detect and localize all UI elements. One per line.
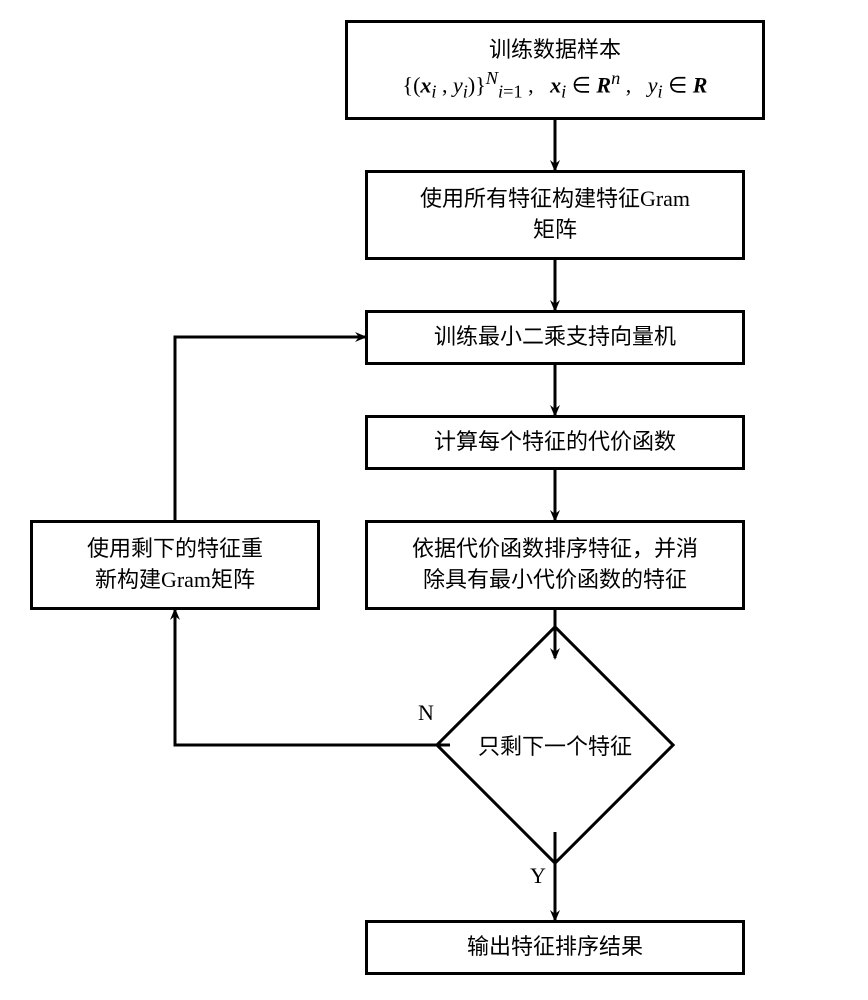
node-rebuild-gram: 使用剩下的特征重 新构建Gram矩阵 [30, 520, 320, 610]
node-text: 输出特征排序结果 [467, 932, 643, 963]
node-text: 使用所有特征构建特征Gram [420, 184, 690, 215]
node-training-data: 训练数据样本 {(xi , yi)}Ni=1 , xi ∈ Rn , yi ∈ … [345, 20, 765, 120]
edge-no [175, 610, 450, 745]
node-text: 新构建Gram矩阵 [95, 565, 255, 596]
node-train-lssvm: 训练最小二乘支持向量机 [365, 310, 745, 365]
node-text: 矩阵 [533, 215, 577, 246]
edge-label-no: N [418, 700, 434, 726]
node-build-gram: 使用所有特征构建特征Gram 矩阵 [365, 170, 745, 260]
node-text: 训练最小二乘支持向量机 [434, 322, 676, 353]
node-text: 计算每个特征的代价函数 [434, 427, 676, 458]
edge-loop-back [175, 337, 365, 520]
edge-label-yes: Y [530, 863, 546, 889]
node-text: 训练数据样本 [489, 35, 621, 66]
node-text: 除具有最小代价函数的特征 [423, 565, 687, 596]
node-rank-eliminate: 依据代价函数排序特征，并消 除具有最小代价函数的特征 [365, 520, 745, 610]
node-output-ranking: 输出特征排序结果 [365, 920, 745, 975]
edges-layer [0, 0, 868, 1000]
node-compute-cost: 计算每个特征的代价函数 [365, 415, 745, 470]
node-decision-one-left: 只剩下一个特征 [470, 660, 640, 830]
node-text: 只剩下一个特征 [478, 729, 632, 761]
node-formula: {(xi , yi)}Ni=1 , xi ∈ Rn , yi ∈ R [403, 66, 708, 105]
node-text: 依据代价函数排序特征，并消 [412, 534, 698, 565]
flowchart-canvas: 训练数据样本 {(xi , yi)}Ni=1 , xi ∈ Rn , yi ∈ … [0, 0, 868, 1000]
node-text: 使用剩下的特征重 [87, 534, 263, 565]
